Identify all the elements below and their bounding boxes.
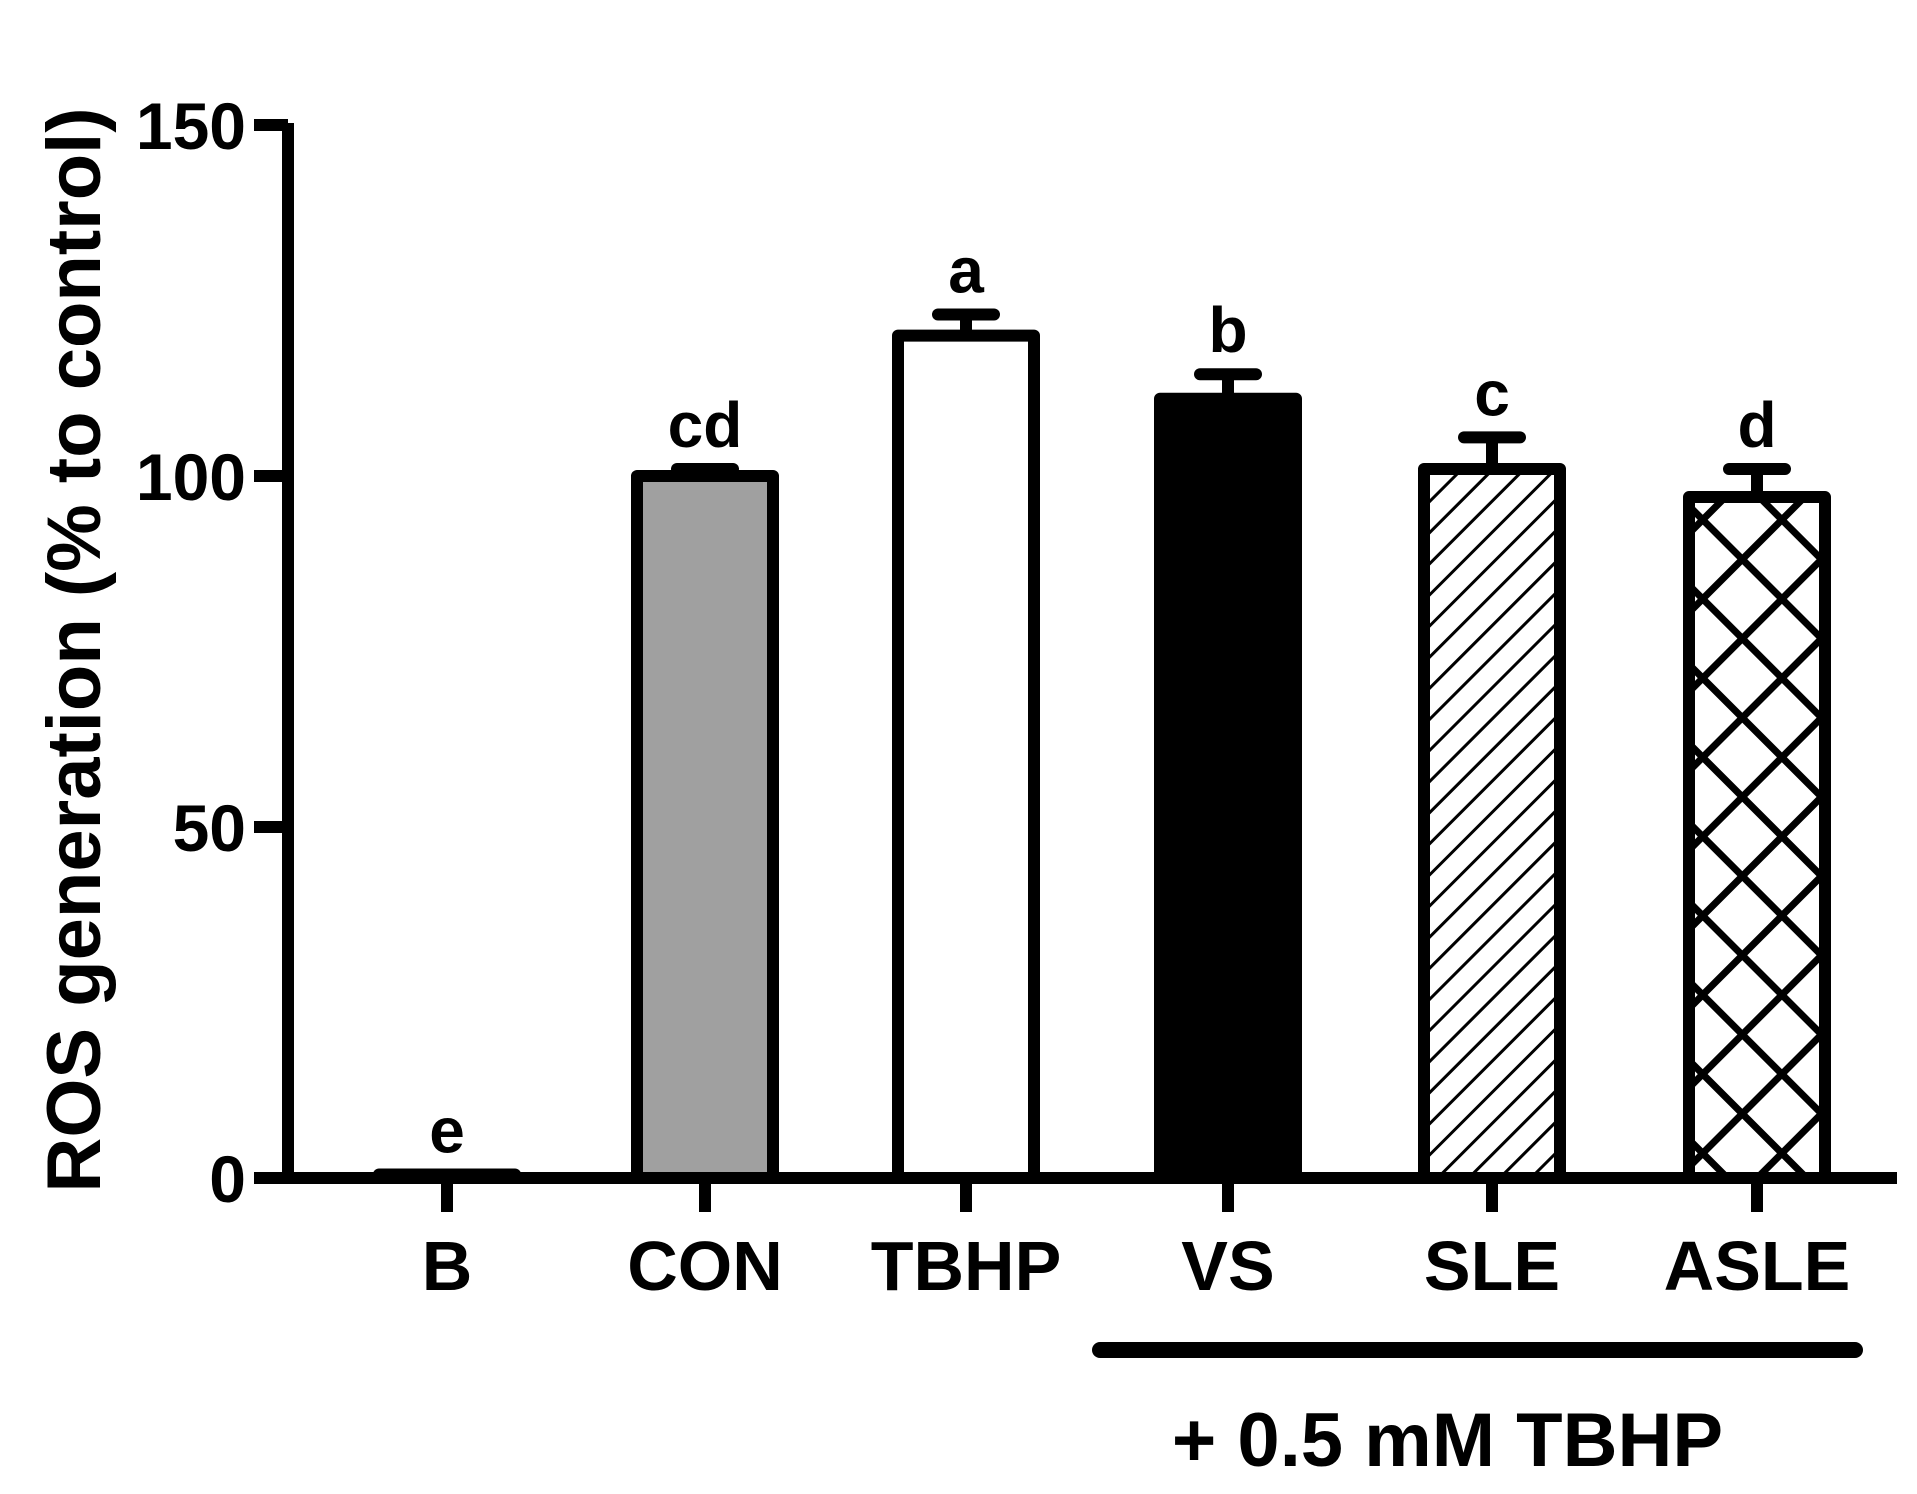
significance-label: a — [948, 235, 984, 307]
y-tick-label: 100 — [136, 440, 246, 514]
significance-label: d — [1737, 389, 1776, 461]
y-tick-label: 0 — [209, 1142, 246, 1216]
bar-b — [373, 1168, 521, 1184]
group-annotation: + 0.5 mM TBHP — [1092, 1342, 1863, 1483]
x-tick-label: ASLE — [1664, 1227, 1851, 1305]
significance-label: e — [429, 1094, 465, 1166]
x-tick-label: SLE — [1424, 1227, 1560, 1305]
bar-con — [631, 470, 779, 1184]
group-label: + 0.5 mM TBHP — [1172, 1398, 1723, 1483]
bar-sle — [1418, 462, 1566, 1185]
bar-vs — [1154, 392, 1302, 1184]
significance-label: cd — [668, 389, 743, 461]
significance-label: c — [1474, 357, 1510, 429]
x-axis: B CON TBHP VS SLE ASLE — [282, 1172, 1897, 1305]
y-axis: 0 50 100 150 — [136, 89, 294, 1216]
x-tick-label: CON — [627, 1227, 783, 1305]
x-tick-label: B — [422, 1227, 473, 1305]
x-tick-label: TBHP — [871, 1227, 1062, 1305]
significance-label: b — [1208, 294, 1247, 366]
x-tick-label: VS — [1181, 1227, 1274, 1305]
bar-tbhp — [892, 329, 1040, 1185]
y-axis-label: ROS generation (% to control) — [32, 107, 117, 1192]
y-tick-label: 50 — [173, 791, 246, 865]
bar-asle — [1683, 491, 1831, 1184]
y-tick-label: 150 — [136, 89, 246, 163]
